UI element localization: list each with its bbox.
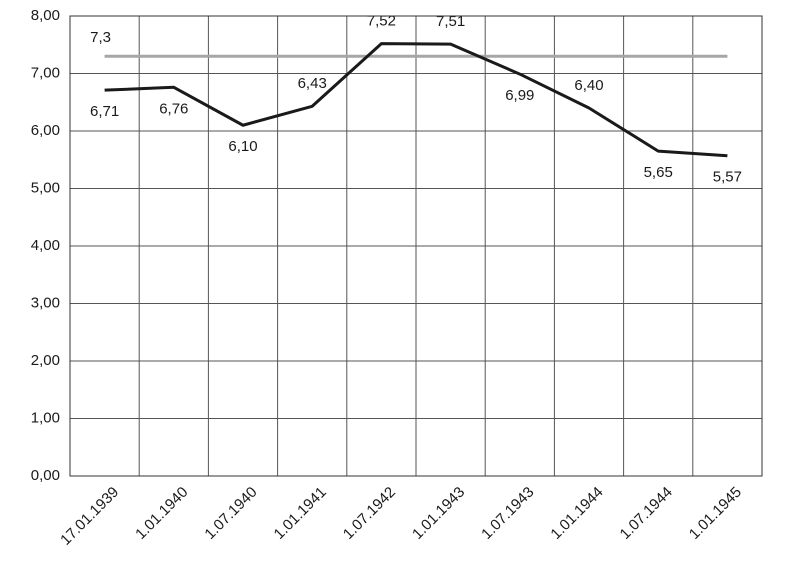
data-label: 7,3 [90,29,111,46]
x-tick-label: 1.01.1943 [409,484,468,543]
y-tick-label: 0,00 [31,467,60,484]
data-label: 6,10 [228,138,257,155]
y-tick-label: 2,00 [31,352,60,369]
x-tick-label: 1.01.1944 [547,484,606,543]
data-label: 6,40 [574,77,603,94]
x-tick-label: 1.01.1940 [132,484,191,543]
data-label: 7,51 [436,13,465,30]
x-tick-label: 1.07.1943 [478,484,537,543]
x-tick-label: 17.01.1939 [57,484,122,549]
x-tick-label: 1.07.1944 [617,484,676,543]
plot-border [69,15,763,477]
y-tick-label: 7,00 [31,64,60,81]
y-tick-label: 8,00 [31,7,60,24]
y-tick-label: 6,00 [31,122,60,139]
y-tick-label: 5,00 [31,179,60,196]
y-tick-label: 1,00 [31,409,60,426]
x-tick-label: 1.07.1942 [340,484,399,543]
data-label: 6,76 [159,100,188,117]
series-line [104,42,728,158]
data-label: 5,65 [644,164,673,181]
x-tick-label: 1.01.1941 [271,484,330,543]
data-label: 6,43 [298,75,327,92]
data-label: 6,99 [505,87,534,104]
y-tick-label: 4,00 [31,237,60,254]
y-tick-label: 3,00 [31,294,60,311]
data-label: 7,52 [367,13,396,30]
data-label: 6,71 [90,103,119,120]
x-tick-label: 1.01.1945 [686,484,745,543]
data-label: 5,57 [713,169,742,186]
x-tick-label: 1.07.1940 [201,484,260,543]
